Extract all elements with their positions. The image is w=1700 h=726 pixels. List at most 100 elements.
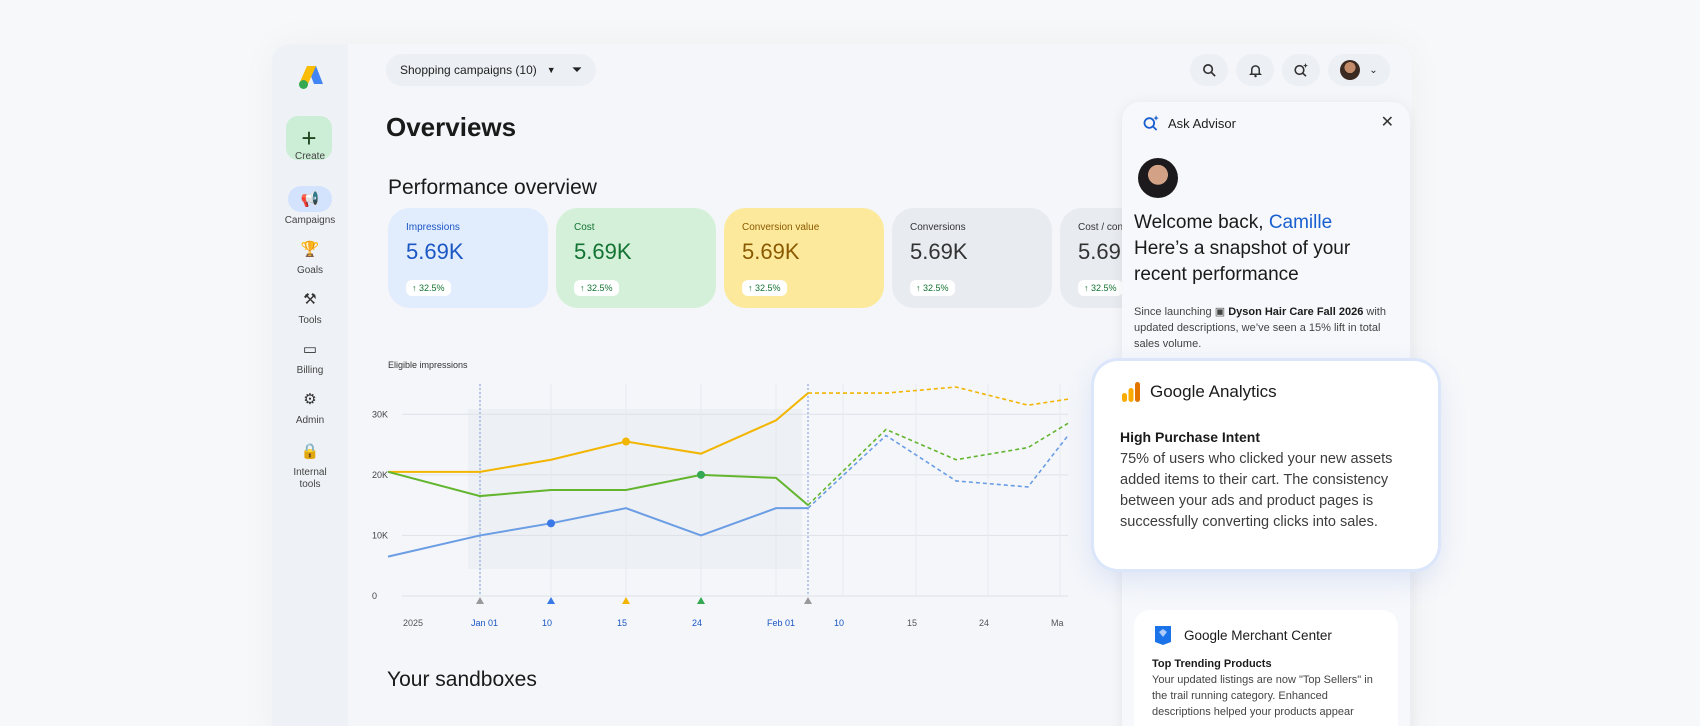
megaphone-icon: 📢 xyxy=(288,186,332,212)
welcome-prefix: Welcome back, xyxy=(1134,212,1269,233)
rail-item-admin[interactable]: ⚙ Admin xyxy=(272,386,348,427)
rail-item-goals[interactable]: 🏆 Goals xyxy=(272,236,348,277)
y-tick-label: 30K xyxy=(372,409,388,419)
metric-delta: ↑ 32.5% xyxy=(910,280,955,296)
chevron-down-icon: ▼ xyxy=(546,65,556,75)
series-point xyxy=(547,519,555,528)
campaign-name[interactable]: Dyson Hair Care Fall 2026 xyxy=(1228,306,1364,318)
google-merchant-center-card[interactable]: Google Merchant Center Top Trending Prod… xyxy=(1134,610,1398,726)
google-analytics-icon xyxy=(1122,382,1140,402)
account-menu[interactable]: ⌄ xyxy=(1328,54,1390,86)
rail-item-label: Goals xyxy=(296,265,324,276)
lock-icon: 🔒 xyxy=(300,443,320,460)
gmc-title: Google Merchant Center xyxy=(1184,627,1332,643)
metric-title: Impressions xyxy=(406,222,460,233)
gmc-header: Google Merchant Center xyxy=(1152,624,1380,646)
x-tick-label: Jan 01 xyxy=(471,618,498,628)
avatar xyxy=(1340,60,1361,80)
metric-card-conversion-value[interactable]: Conversion value 5.69K ↑ 32.5% xyxy=(724,208,884,308)
campaign-filter-dropdown[interactable]: Shopping campaigns (10) ▼ ⏷ xyxy=(386,54,597,86)
x-tick-label: 10 xyxy=(834,618,844,628)
series-line xyxy=(387,470,809,506)
metric-value: 5.69K xyxy=(742,239,800,264)
search-icon[interactable] xyxy=(1190,54,1228,86)
metric-delta: ↑ 32.5% xyxy=(406,280,451,296)
event-marker-triangle xyxy=(547,597,555,604)
x-tick-label: 24 xyxy=(979,618,989,628)
series-forecast-line xyxy=(807,422,1069,506)
rail-item-label: Campaigns xyxy=(284,215,336,226)
advisor-sparkle-icon xyxy=(1143,115,1159,131)
rail-item-billing[interactable]: ▭ Billing xyxy=(272,336,348,377)
advisor-summary: Since launching ▣ Dyson Hair Care Fall 2… xyxy=(1134,304,1396,352)
metric-card-cost[interactable]: Cost 5.69K ↑ 32.5% xyxy=(556,208,716,308)
ga-text: 75% of users who clicked your new assets… xyxy=(1120,451,1393,530)
campaign-icon: ▣ xyxy=(1214,306,1229,318)
gear-icon: ⚙ xyxy=(303,391,317,408)
series-forecast-line xyxy=(808,386,1069,407)
metric-value: 5.69K xyxy=(910,239,968,264)
gmc-text: Your updated listings are now "Top Selle… xyxy=(1152,674,1373,718)
performance-title: Performance overview xyxy=(388,176,597,199)
series-forecast-line xyxy=(807,434,1069,509)
metric-delta: ↑ 32.5% xyxy=(742,280,787,296)
event-marker-triangle xyxy=(697,597,705,604)
series-point xyxy=(697,470,705,479)
metric-title: Conversions xyxy=(910,222,966,233)
metric-title: Cost / con xyxy=(1078,222,1124,233)
metric-value: 5.69 xyxy=(1078,239,1121,264)
x-tick-label: 15 xyxy=(617,618,627,628)
rail-item-internal-tools[interactable]: 🔒 Internal tools xyxy=(272,438,348,491)
x-tick-label: 24 xyxy=(692,618,702,628)
metric-value: 5.69K xyxy=(406,239,464,264)
metric-card-impressions[interactable]: Impressions 5.69K ↑ 32.5% xyxy=(388,208,548,308)
rail-item-label: Admin xyxy=(295,415,325,426)
y-tick-label: 10K xyxy=(372,530,388,540)
series-line xyxy=(387,507,808,558)
series-point xyxy=(622,437,630,446)
plus-icon: + xyxy=(301,122,317,153)
create-label: Create xyxy=(294,151,325,162)
advisor-header: Ask Advisor xyxy=(1142,114,1236,132)
event-marker-triangle xyxy=(804,597,812,604)
metric-title: Conversion value xyxy=(742,222,820,233)
top-icons: ⌄ xyxy=(1190,54,1390,86)
y-tick-label: 0 xyxy=(372,591,377,601)
rail-item-tools[interactable]: ⚒ Tools xyxy=(272,286,348,327)
rail-item-label: Internal tools xyxy=(293,467,327,490)
metric-card-conversions[interactable]: Conversions 5.69K ↑ 32.5% xyxy=(892,208,1052,308)
merchant-center-icon xyxy=(1155,626,1171,645)
y-tick-label: 20K xyxy=(372,470,388,480)
close-icon[interactable]: ✕ xyxy=(1380,114,1394,131)
create-button[interactable]: + xyxy=(286,116,332,160)
metric-delta: ↑ 32.5% xyxy=(574,280,619,296)
metric-value: 5.69K xyxy=(574,239,632,264)
chart-title: Eligible impressions xyxy=(388,360,468,370)
advisor-sparkle-icon[interactable] xyxy=(1282,54,1320,86)
advisor-avatar xyxy=(1138,158,1178,198)
chevron-down-icon: ⌄ xyxy=(1369,64,1378,76)
nav-rail: + Create 📢 Campaigns 🏆 Goals ⚒ Tools ▭ B… xyxy=(272,44,348,726)
card-icon: ▭ xyxy=(302,341,318,358)
x-tick-label: Feb 01 xyxy=(767,618,795,628)
user-name: Camille xyxy=(1268,212,1333,233)
filter-icon[interactable]: ⏷ xyxy=(571,62,583,77)
gmc-subtitle: Top Trending Products xyxy=(1152,658,1272,670)
campaign-filter-label: Shopping campaigns (10) xyxy=(400,63,537,77)
google-analytics-card[interactable]: Google Analytics High Purchase Intent 75… xyxy=(1094,361,1438,569)
metric-delta: ↑ 32.5% xyxy=(1078,280,1123,296)
bell-icon[interactable] xyxy=(1236,54,1274,86)
x-tick-label: 15 xyxy=(907,618,917,628)
welcome-rest: Here’s a snapshot of your recent perform… xyxy=(1134,238,1351,285)
event-marker-triangle xyxy=(476,597,484,604)
metric-title: Cost xyxy=(574,222,595,233)
trophy-icon: 🏆 xyxy=(300,241,320,258)
x-tick-label: 10 xyxy=(542,618,552,628)
rail-item-label: Billing xyxy=(296,365,324,376)
rail-item-label: Tools xyxy=(298,315,322,326)
google-ads-logo xyxy=(299,66,323,89)
ga-subtitle: High Purchase Intent xyxy=(1120,429,1261,445)
rail-item-campaigns[interactable]: 📢 Campaigns xyxy=(272,186,348,227)
advisor-welcome: Welcome back, Camille Here’s a snapshot … xyxy=(1134,210,1394,288)
tools-icon: ⚒ xyxy=(303,291,317,308)
